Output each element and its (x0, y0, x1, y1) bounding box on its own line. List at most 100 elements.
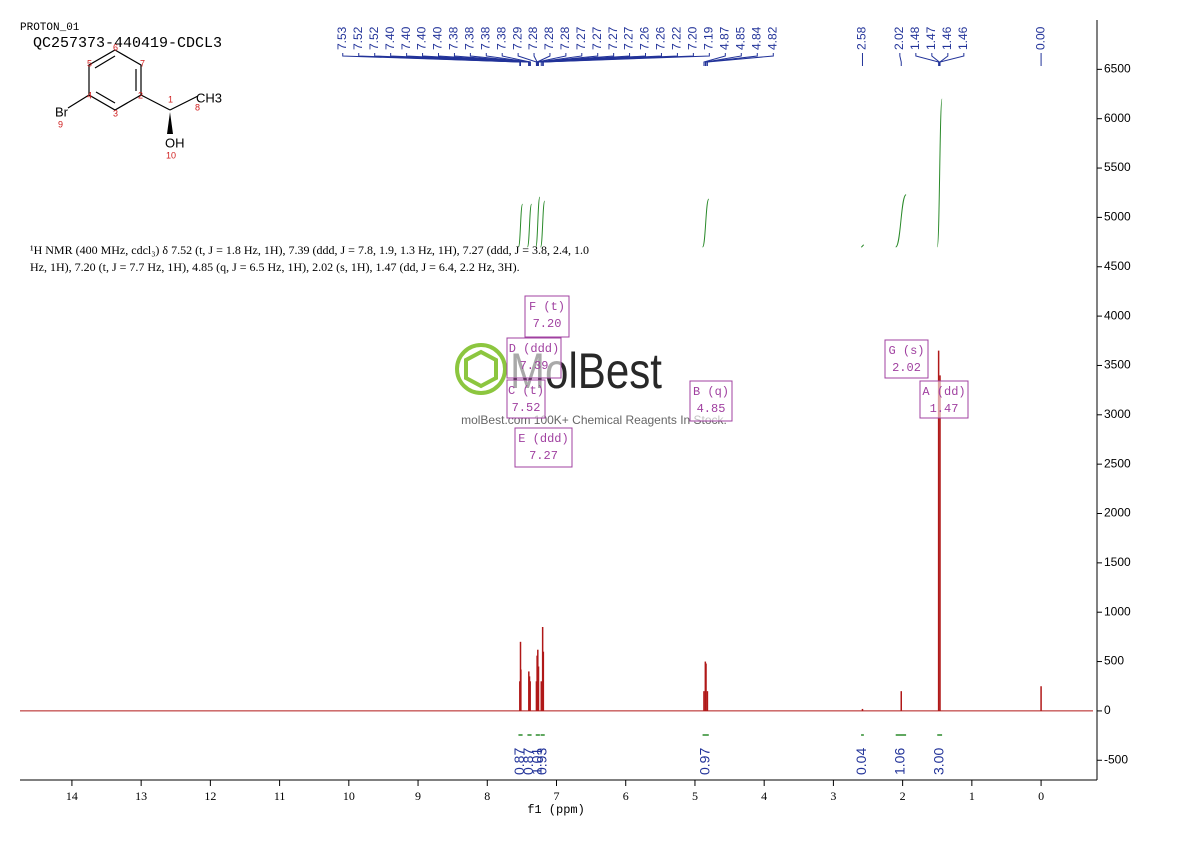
integral-curve (936, 98, 943, 248)
multiplet-name: C (t) (508, 384, 544, 398)
peak-label: 7.52 (351, 26, 365, 50)
multiplet-name: A (dd) (922, 385, 965, 399)
atom-label: OH (165, 135, 185, 150)
x-tick-label: 3 (830, 789, 836, 803)
description: ¹H NMR (400 MHz, cdcl₃) δ 7.52 (t, J = 1… (30, 243, 590, 274)
peak-label-leader (703, 53, 726, 66)
peak-label: 7.27 (590, 26, 604, 50)
x-tick-label: 7 (554, 789, 560, 803)
multiplet-shift: 7.27 (529, 449, 558, 463)
x-tick-label: 5 (692, 789, 698, 803)
locant: 1 (168, 94, 173, 104)
integral-label: 0.93 (533, 748, 549, 775)
y-tick-label: 4000 (1104, 308, 1131, 322)
multiplet-name: E (ddd) (518, 432, 568, 446)
x-tick-label: 1 (969, 789, 975, 803)
atom-label: Br (55, 104, 69, 119)
peak-label-leader (501, 53, 531, 66)
locant: 10 (166, 150, 176, 160)
y-tick-label: 0 (1104, 703, 1111, 717)
peak-label: 7.53 (335, 26, 349, 50)
peak-label: 7.22 (670, 26, 684, 50)
x-tick-label: 13 (135, 789, 147, 803)
peak-label: 7.28 (542, 26, 556, 50)
x-tick-label: 10 (343, 789, 355, 803)
peak-label: 4.87 (717, 26, 731, 50)
y-tick-label: 1000 (1104, 604, 1131, 618)
peak-label: 7.40 (415, 26, 429, 50)
integral-curve (540, 200, 546, 248)
peak-label: 7.38 (478, 26, 492, 50)
integral-curve (517, 203, 524, 248)
x-tick-label: 0 (1038, 789, 1044, 803)
multiplet-shift: 1.47 (930, 402, 959, 416)
integral-curve (861, 244, 864, 248)
peak-label: 7.52 (367, 26, 381, 50)
multiplet-shift: 4.85 (697, 402, 726, 416)
multiplet-box (884, 339, 929, 379)
peak-label: 4.84 (749, 26, 763, 50)
peak-label: 1.46 (956, 26, 970, 50)
y-tick-label: 1500 (1104, 555, 1131, 569)
integral-curve (702, 198, 710, 248)
peak-label-leader (915, 53, 940, 66)
peak-label: 7.27 (606, 26, 620, 50)
x-tick-label: 2 (900, 789, 906, 803)
multiplet-box (506, 379, 546, 419)
peak-label-leader (542, 53, 710, 66)
x-tick-label: 14 (66, 789, 78, 803)
peak-label: 7.26 (638, 26, 652, 50)
x-axis-title: f1 (ppm) (527, 803, 585, 817)
peak-label-leader (931, 53, 940, 66)
locant: 6 (113, 42, 118, 52)
peak-label: 7.27 (574, 26, 588, 50)
multiplet-shift: 7.20 (533, 317, 562, 331)
peak-label: 7.40 (383, 26, 397, 50)
peak-label: 1.47 (924, 26, 938, 50)
peak-label: 1.48 (908, 26, 922, 50)
locant: 8 (195, 102, 200, 112)
y-tick-label: 500 (1104, 654, 1124, 668)
peak-label-leader (705, 53, 758, 66)
watermark-logo (455, 343, 507, 395)
integral-label: 3.00 (930, 748, 946, 775)
peak-label: 7.28 (526, 26, 540, 50)
peak-label-leader (939, 53, 949, 66)
peak-label: 7.19 (702, 26, 716, 50)
y-tick-label: 2500 (1104, 456, 1131, 470)
peak-label: 7.26 (654, 26, 668, 50)
integral-curve (535, 196, 541, 248)
y-tick-label: 3000 (1104, 407, 1131, 421)
multiplet-box (919, 380, 969, 419)
integral-label: 0.97 (696, 748, 712, 775)
peak-label: 1.46 (940, 26, 954, 50)
peak-label-leader (939, 53, 965, 66)
locant: 4 (87, 90, 92, 100)
y-tick-label: 3500 (1104, 358, 1131, 372)
atom-label: CH3 (196, 90, 222, 105)
locant: 3 (113, 108, 118, 118)
peak-label-leader (438, 53, 530, 66)
multiplet-box (506, 337, 562, 379)
peak-label: 4.85 (733, 26, 747, 50)
locant: 5 (87, 58, 92, 68)
locant: 7 (140, 58, 145, 68)
peak-label: 7.27 (622, 26, 636, 50)
peak-label-leader (704, 53, 742, 66)
peak-label: 7.28 (558, 26, 572, 50)
x-tick-label: 9 (415, 789, 421, 803)
locant: 2 (138, 90, 143, 100)
multiplet-box (524, 295, 570, 338)
x-tick-label: 6 (623, 789, 629, 803)
y-tick-label: 5000 (1104, 210, 1131, 224)
multiplet-name: D (ddd) (509, 342, 559, 356)
integral-label: 1.06 (892, 748, 908, 775)
integral-label: 0.87 (520, 748, 536, 775)
chart-subtitle: QC257373-440419-CDCL3 (33, 35, 222, 52)
watermark-tagline: molBest.com 100K+ Chemical Reagents In S… (461, 413, 727, 427)
multiplet-name: B (q) (693, 385, 729, 399)
peak-label: 7.38 (447, 26, 461, 50)
multiplet-shift: 7.52 (512, 401, 541, 415)
multiplet-shift: 7.39 (520, 359, 549, 373)
